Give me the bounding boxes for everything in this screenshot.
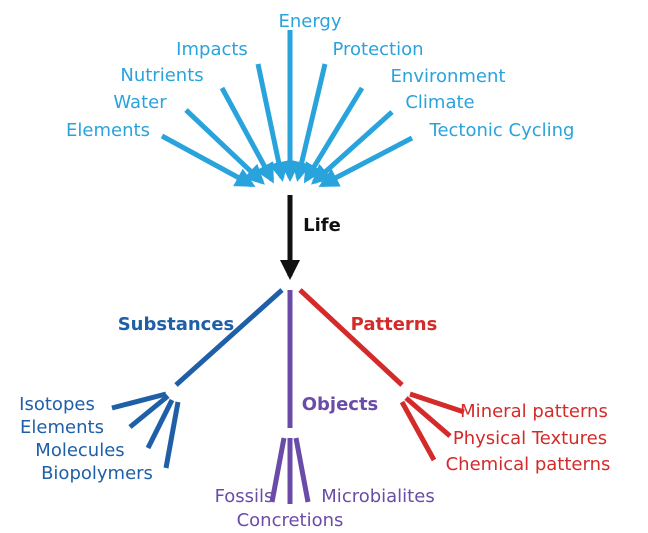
- arrow: [160, 133, 256, 188]
- branch-label: Substances: [118, 314, 235, 335]
- item-label: Chemical patterns: [446, 454, 611, 475]
- branch-line: [174, 288, 284, 387]
- input-label: Protection: [332, 39, 423, 60]
- patterns-lines: [298, 288, 465, 462]
- branch-label: Patterns: [351, 314, 438, 335]
- item-label: Biopolymers: [41, 463, 153, 484]
- input-arrows: [160, 30, 414, 188]
- input-label: Climate: [405, 92, 474, 113]
- item-label: Isotopes: [19, 394, 95, 415]
- item-label: Elements: [20, 417, 104, 438]
- arrow: [291, 63, 328, 182]
- item-line: [128, 394, 170, 429]
- branch-label: Objects: [302, 394, 379, 415]
- objects-lines: [269, 290, 311, 504]
- item-line: [163, 401, 181, 469]
- branch-line: [298, 288, 404, 387]
- input-label: Energy: [278, 11, 341, 32]
- input-label: Tectonic Cycling: [429, 120, 575, 141]
- item-label: Mineral patterns: [460, 401, 608, 422]
- item-label: Microbialites: [321, 486, 434, 507]
- item-label: Molecules: [35, 440, 124, 461]
- input-label: Nutrients: [120, 65, 203, 86]
- input-label: Impacts: [176, 39, 248, 60]
- substances-lines: [111, 288, 284, 469]
- item-label: Physical Textures: [453, 428, 607, 449]
- item-line: [399, 400, 437, 462]
- arrow: [318, 135, 414, 188]
- input-label: Environment: [391, 66, 506, 87]
- center-label: Life: [303, 215, 341, 236]
- item-line: [111, 391, 167, 411]
- arrow: [255, 63, 289, 182]
- item-label: Concretions: [237, 510, 344, 531]
- item-label: Fossils: [215, 486, 274, 507]
- input-label: Water: [113, 92, 167, 113]
- item-line: [293, 437, 311, 503]
- item-line: [145, 398, 175, 450]
- input-label: Elements: [66, 120, 150, 141]
- item-line: [409, 391, 465, 415]
- item-line: [269, 437, 287, 503]
- item-line: [404, 396, 452, 438]
